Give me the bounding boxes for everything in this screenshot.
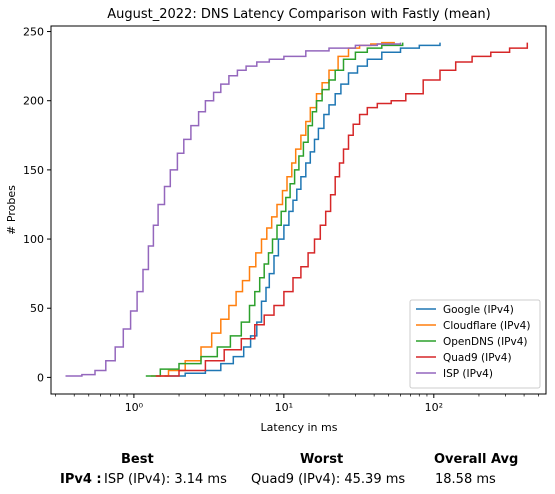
y-tick-label: 0	[37, 371, 44, 384]
y-tick-label: 50	[30, 302, 44, 315]
legend-entry: Quad9 (IPv4)	[443, 352, 512, 364]
x-axis-label: Latency in ms	[261, 421, 338, 434]
stats-avg-header: Overall Avg	[434, 452, 519, 467]
axis-ticks: 10⁰ 10¹ 10² 0 50 100 150 200 250	[23, 26, 539, 414]
chart-title: August_2022: DNS Latency Comparison with…	[107, 7, 490, 22]
y-tick-label: 250	[23, 26, 44, 39]
x-tick-label: 10¹	[275, 401, 293, 414]
y-tick-label: 150	[23, 164, 44, 177]
legend-box	[409, 299, 541, 389]
stats-best-value: ISP (IPv4): 3.14 ms	[104, 472, 227, 487]
legend-entry: OpenDNS (IPv4)	[443, 336, 528, 348]
axes-frame	[50, 25, 547, 395]
x-tick-label: 10²	[425, 401, 443, 414]
series-line-4	[65, 42, 402, 377]
latency-chart: August_2022: DNS Latency Comparison with…	[5, 7, 547, 434]
x-tick-label: 10⁰	[125, 401, 144, 414]
stats-row-label: IPv4 :	[60, 472, 102, 487]
series-line-0	[164, 42, 441, 377]
y-axis-label: # Probes	[5, 185, 18, 235]
y-tick-label: 200	[23, 95, 44, 108]
plot-area	[65, 41, 529, 377]
stats-avg-value: 18.58 ms	[435, 472, 496, 487]
series-line-1	[151, 41, 395, 377]
legend-entry: ISP (IPv4)	[443, 368, 493, 380]
chart-legend: Google (IPv4) Cloudflare (IPv4) OpenDNS (I…	[409, 299, 541, 389]
legend-entry: Cloudflare (IPv4)	[443, 320, 530, 332]
stats-best-header: Best	[121, 452, 154, 467]
y-tick-label: 100	[23, 233, 44, 246]
series-line-3	[155, 42, 529, 377]
stats-worst-value: Quad9 (IPv4): 45.39 ms	[251, 472, 406, 487]
series-line-2	[145, 42, 404, 377]
legend-entry: Google (IPv4)	[443, 304, 514, 316]
stats-worst-header: Worst	[300, 452, 344, 467]
